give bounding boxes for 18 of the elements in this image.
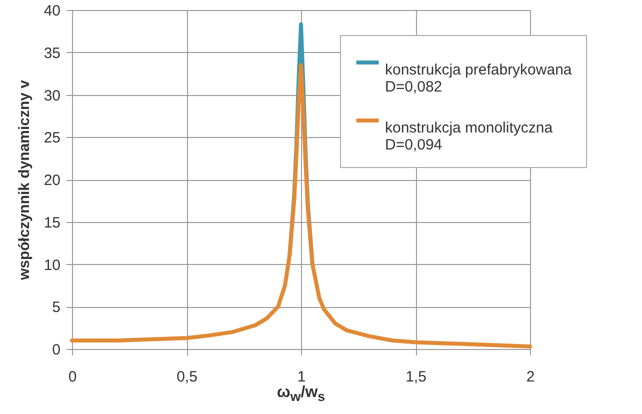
y-tick-label: 10 <box>44 256 60 274</box>
y-tick-label: 35 <box>44 44 60 62</box>
x-tick-label: 2 <box>526 368 535 386</box>
legend-label: konstrukcja prefabrykowana D=0,082 <box>385 62 572 96</box>
y-tick-label: 15 <box>44 214 60 232</box>
y-axis-title: współczynnik dynamiczny v <box>16 79 33 282</box>
x-tick-label: 0,5 <box>176 368 198 386</box>
x-tick-label: 1,5 <box>406 368 426 386</box>
legend-label: konstrukcja monolityczna D=0,094 <box>385 120 554 154</box>
x-axis-title: ω$_{w}$/w$_{s}$ <box>276 384 326 404</box>
x-tick-label: 1 <box>297 368 306 386</box>
y-tick-label: 5 <box>52 299 60 316</box>
y-tick-label: 25 <box>44 130 60 147</box>
x-tick-label: 0 <box>68 368 77 386</box>
y-tick-label: 0 <box>52 342 60 358</box>
y-tick-label: 20 <box>44 172 60 189</box>
y-tick-label: 30 <box>44 87 60 104</box>
y-tick-label: 40 <box>44 2 60 20</box>
